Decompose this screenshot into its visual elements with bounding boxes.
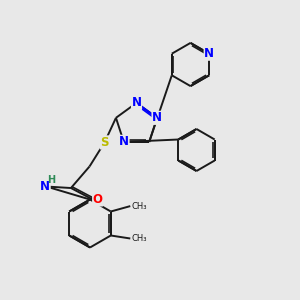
Text: N: N — [119, 136, 129, 148]
Text: N: N — [204, 47, 214, 60]
Text: CH₃: CH₃ — [131, 202, 147, 211]
Text: S: S — [100, 136, 109, 149]
Text: O: O — [93, 193, 103, 206]
Text: H: H — [47, 175, 55, 185]
Text: N: N — [131, 96, 142, 110]
Text: CH₃: CH₃ — [131, 234, 147, 243]
Text: N: N — [119, 136, 129, 148]
Text: N: N — [152, 111, 162, 124]
Text: N: N — [40, 180, 50, 193]
